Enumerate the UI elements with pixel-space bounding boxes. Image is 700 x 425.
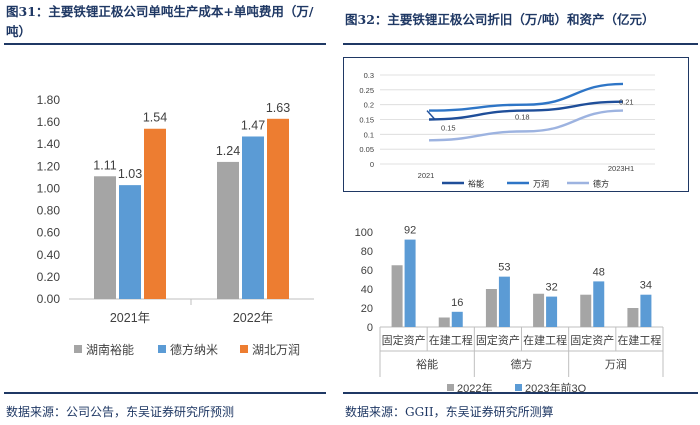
legend-label: 2023年前3Q	[525, 381, 587, 392]
legend-swatch-2023年前3Q	[515, 384, 522, 391]
line-series-德方	[428, 109, 624, 142]
x-tick-label: 固定资产	[476, 333, 520, 347]
bar-2023年前3Q-5	[640, 294, 652, 327]
x-tick-label: 2021年	[110, 311, 150, 325]
bar-湖北万润-2021年	[144, 128, 166, 299]
data-label: 1.63	[266, 101, 290, 115]
bar-2022年-2	[485, 289, 497, 327]
bar-2023年前3Q-1	[451, 311, 463, 327]
bar-2022年-3	[533, 293, 545, 327]
legend-swatch-德方纳米	[158, 345, 166, 353]
line-series-裕能	[428, 100, 624, 121]
legend-label: 裕能	[468, 179, 484, 189]
y-tick-label: 0	[370, 160, 374, 169]
y-tick-label: 1.60	[37, 115, 61, 129]
right-figure-title: 图32：主要铁锂正极公司折旧（万/吨）和资产（亿元）	[345, 12, 655, 27]
bar-2022年-1	[438, 317, 450, 327]
bar-德方纳米-2021年	[119, 185, 141, 299]
y-tick-label: 0.00	[37, 292, 61, 306]
y-tick-label: 0.40	[37, 248, 61, 262]
y-tick-label: 0	[367, 322, 373, 334]
bar-2023年前3Q-0	[404, 239, 416, 327]
left-bar-chart: 0.00 0.20 0.40 0.60 0.80 1.00 1.20 1.40 1.60 1.80…	[14, 52, 324, 364]
data-label: 32	[545, 282, 557, 294]
right-title-rule	[343, 43, 698, 45]
bar-湖南裕能-2021年	[94, 176, 116, 299]
x-tick-label: 固定资产	[570, 333, 614, 347]
x-tick-label: 在建工程	[523, 333, 567, 347]
data-label: 92	[404, 225, 416, 237]
x-tick-label: 在建工程	[617, 333, 661, 347]
y-tick-label: 0.2	[364, 101, 374, 110]
x-tick-label: 2022年	[233, 311, 273, 325]
legend-label: 湖南裕能	[86, 342, 134, 357]
line-data-label: 0.18	[515, 113, 530, 122]
bar-2022年-0	[391, 265, 403, 327]
legend-label: 2022年	[457, 381, 492, 392]
right-line-chart: 0 0.05 0.1 0.15 0.2 0.25 0.3 0.15 0.18 0.21 2021 20…	[343, 57, 689, 192]
bar-德方纳米-2022年	[242, 136, 264, 299]
right-source-rule	[343, 392, 698, 394]
line-chart-frame	[343, 57, 689, 192]
x-tick-label: 固定资产	[382, 333, 426, 347]
data-label: 16	[451, 297, 463, 309]
y-tick-label: 0.1	[364, 130, 374, 139]
y-tick-label: 20	[361, 303, 373, 315]
legend-label: 万润	[533, 179, 549, 189]
bar-2023年前3Q-4	[593, 281, 605, 327]
y-tick-label: 0.15	[359, 116, 374, 125]
legend-label: 德方	[593, 179, 609, 189]
data-label: 1.03	[118, 167, 142, 181]
left-source: 数据来源：公司公告，东吴证券研究所预测	[6, 405, 235, 419]
y-tick-label: 40	[361, 284, 373, 296]
y-tick-label: 0.3	[364, 71, 374, 80]
bar-2022年-4	[580, 294, 592, 327]
data-label: 48	[593, 266, 605, 278]
y-tick-label: 0.20	[37, 270, 61, 284]
group-label: 德方	[511, 357, 533, 371]
y-tick-label: 60	[361, 265, 373, 277]
group-label: 万润	[605, 357, 627, 371]
data-label: 1.24	[216, 144, 240, 158]
left-source-rule	[4, 392, 326, 394]
y-tick-label: 0.60	[37, 226, 61, 240]
legend-swatch-湖南裕能	[74, 345, 82, 353]
group-label: 裕能	[416, 357, 438, 371]
y-tick-label: 1.80	[37, 93, 61, 107]
legend-label: 湖北万润	[252, 342, 300, 357]
bar-2023年前3Q-2	[498, 276, 510, 327]
label-leader	[426, 110, 436, 120]
legend-swatch-2022年	[447, 384, 454, 391]
left-title-rule	[4, 43, 326, 45]
data-label: 1.11	[93, 158, 116, 172]
data-label: 53	[498, 262, 510, 274]
y-tick-label: 0.80	[37, 204, 61, 218]
y-tick-label: 1.00	[37, 181, 61, 195]
bar-2023年前3Q-3	[546, 296, 558, 327]
data-label: 1.54	[143, 111, 167, 125]
bar-湖南裕能-2022年	[217, 161, 239, 299]
bar-湖北万润-2022年	[267, 118, 289, 300]
x-tick-label: 2023H1	[608, 164, 634, 173]
legend-label: 德方纳米	[170, 342, 218, 357]
x-tick-label: 2021	[418, 171, 435, 180]
legend-swatch-湖北万润	[240, 345, 248, 353]
y-tick-label: 100	[355, 227, 373, 239]
bar-2022年-5	[627, 308, 639, 327]
y-tick-label: 1.20	[37, 159, 61, 173]
right-source: 数据来源：GGII，东吴证券研究所测算	[345, 405, 554, 419]
right-bar-chart: 0 20 40 60 80 100 92 固定资产 16 在建工程 53 固定资产 32 在建工程 48 固定…	[355, 225, 664, 392]
x-tick-label: 在建工程	[429, 333, 473, 347]
line-data-label: 0.21	[619, 98, 634, 107]
y-tick-label: 1.40	[37, 137, 61, 151]
left-figure-title-line2: 吨）	[6, 24, 32, 39]
y-tick-label: 0.25	[359, 86, 374, 95]
data-label: 34	[640, 280, 652, 292]
y-tick-label: 0.05	[359, 145, 374, 154]
data-label: 1.47	[241, 118, 265, 132]
left-figure-title-line1: 图31：主要铁锂正极公司单吨生产成本+单吨费用（万/	[6, 4, 314, 19]
y-tick-label: 80	[361, 246, 373, 258]
line-data-label: 0.15	[441, 124, 456, 133]
line-series-万润	[428, 82, 624, 112]
